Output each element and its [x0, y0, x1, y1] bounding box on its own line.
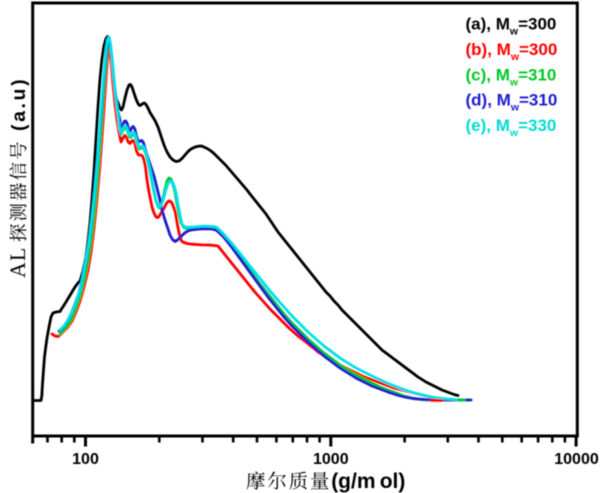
- svg-text:(a.u): (a.u): [8, 77, 30, 131]
- svg-text:(d), Mw=310: (d), Mw=310: [466, 91, 558, 114]
- svg-text:(a), Mw=300: (a), Mw=300: [466, 15, 557, 38]
- svg-text:(e), Mw=330: (e), Mw=330: [466, 116, 557, 139]
- svg-text:100: 100: [72, 451, 99, 468]
- svg-text:1000: 1000: [313, 451, 349, 468]
- svg-text:(b), Mw=300: (b), Mw=300: [466, 40, 558, 63]
- svg-text:(g/m ol): (g/m ol): [331, 470, 405, 493]
- svg-text:(c), Mw=310: (c), Mw=310: [466, 65, 557, 88]
- svg-text:10000: 10000: [554, 451, 599, 468]
- svg-text:AL: AL: [5, 247, 30, 278]
